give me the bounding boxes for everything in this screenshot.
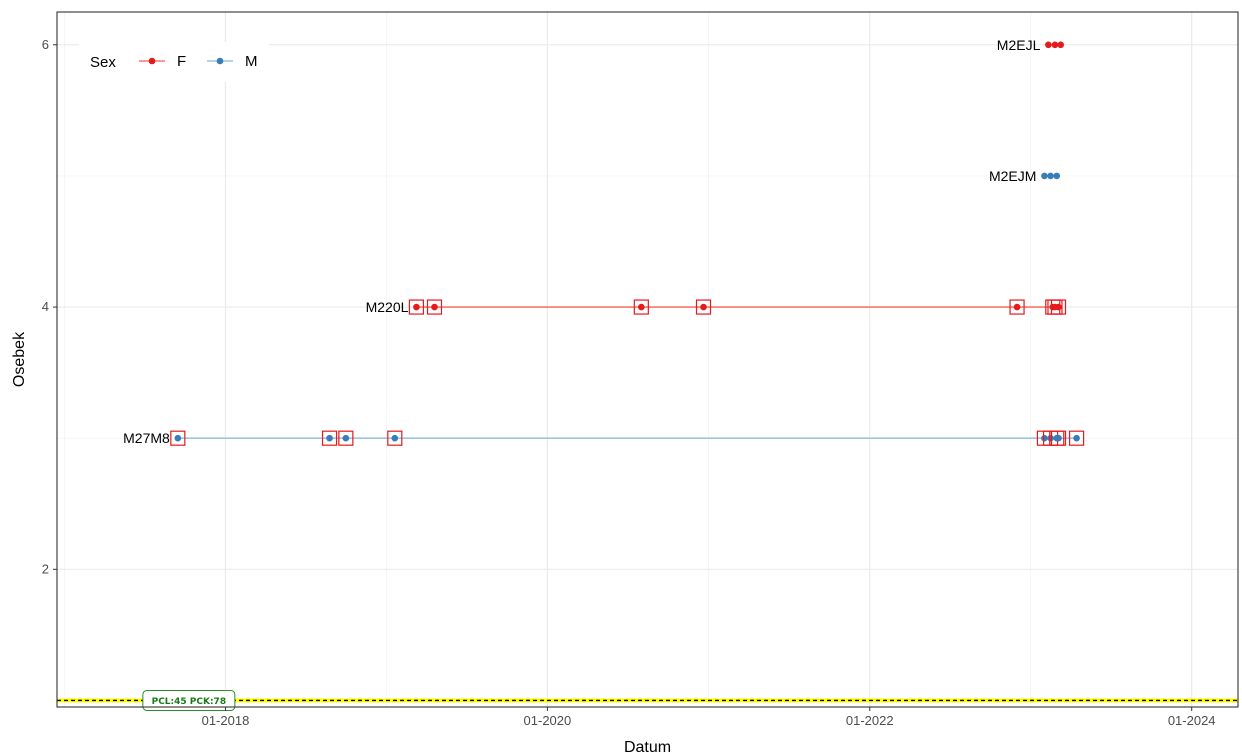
series-layer: M27M8 M220L M2EJM M2EJL [123,37,1085,446]
point-box [170,430,186,446]
legend-key-point [148,57,156,65]
point-box [1050,299,1067,315]
legend-item-F: F [139,53,186,70]
data-point [1053,172,1061,180]
data-point [1047,172,1054,180]
y-tick-label: 4 [42,299,49,314]
x-axis: 01-2018 01-2020 01-2022 01-2024 [202,707,1216,728]
point-label: M2EJM [989,168,1036,184]
individual-M2EJM: M2EJM [989,168,1061,184]
point-box [695,299,712,315]
data-point [1047,434,1054,442]
reference-badge-label: PCL:45 PCK:78 [152,697,227,707]
individual-M220L: M220L [366,299,1067,315]
legend-title: Sex [90,54,116,71]
data-point [1055,434,1062,442]
individual-M2EJL: M2EJL [997,37,1065,53]
data-point [1051,41,1059,49]
data-point [1045,41,1052,49]
point-box [1050,430,1067,446]
plot-panel: PCL:45 PCK:78 M27M8 M220L M2EJM M2EJL [56,11,1239,711]
x-tick-label: 01-2018 [202,713,250,728]
reference-line-layer: PCL:45 PCK:78 [57,689,1238,711]
data-point [326,434,333,442]
panel-background [57,12,1238,707]
data-point [431,303,438,311]
y-axis-title: Osebek [11,331,28,387]
legend-label: F [177,53,186,70]
point-box [338,430,354,446]
point-label: M2EJL [997,37,1041,53]
data-point [1057,41,1065,49]
x-tick-label: 01-2024 [1168,713,1216,728]
data-point [391,434,399,442]
data-point [174,434,182,442]
data-point [342,434,350,442]
point-label: M220L [366,299,409,315]
data-point [638,303,645,311]
data-point [1041,172,1048,180]
point-box [1068,430,1085,446]
point-box [1009,299,1025,315]
reference-badge [142,689,236,711]
legend-key-point [216,57,224,65]
legend-item-M: M [207,53,258,70]
point-box [633,299,649,315]
data-point [1073,434,1080,442]
data-point [1041,434,1048,442]
data-point [1055,303,1062,311]
panel-border [56,11,1239,708]
data-point [1013,303,1021,311]
y-tick-label: 6 [42,37,49,52]
point-box [387,430,403,446]
point-box [426,299,443,315]
point-box [408,299,425,315]
data-point [700,303,707,311]
legend-label: M [245,53,258,70]
legend-background [79,42,269,82]
x-tick-label: 01-2020 [524,713,572,728]
individual-M27M8: M27M8 [123,430,1085,446]
x-axis-title: Datum [624,739,671,755]
y-tick-label: 2 [42,561,49,576]
point-label: M27M8 [123,430,170,446]
point-box [321,430,338,446]
x-tick-label: 01-2022 [846,713,894,728]
data-point [413,303,420,311]
y-axis: 2 4 6 [42,37,57,576]
